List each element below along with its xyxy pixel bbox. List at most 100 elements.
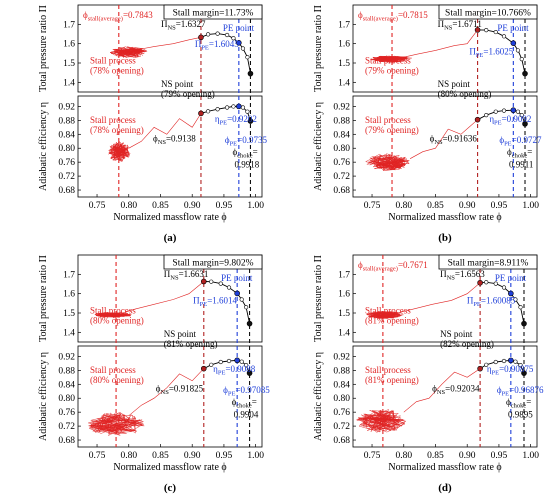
pressure-point-marker [501, 34, 507, 39]
pi-tick-label: 1.5 [338, 59, 350, 69]
pressure-point-marker [522, 70, 528, 77]
efficiency-point-marker [474, 116, 481, 123]
phi-pe-label: ϕPE=0.9735 [225, 135, 268, 148]
eta-tick-label: 0.92 [333, 102, 350, 112]
pressure-point-marker [239, 297, 244, 302]
pressure-point-marker [515, 48, 521, 53]
pressure-point-marker [218, 281, 223, 286]
eta-tick-label: 0.72 [58, 422, 75, 432]
efficiency-plot-frame [77, 95, 263, 198]
eta-tick-label: 0.80 [58, 394, 75, 404]
x-tick-label: 1.00 [522, 451, 539, 461]
eta-axis-label: Adiabatic efficiency η [313, 102, 324, 191]
x-tick-label: 0.90 [184, 201, 201, 211]
pressure-point-marker [209, 279, 214, 284]
eta-tick-label: 0.76 [58, 158, 75, 168]
phi-choke-value: 0.9895 [508, 409, 533, 419]
pressure-point-marker [245, 55, 250, 60]
eta-pe-label: ηPE=0.9088 [213, 364, 256, 377]
pressure-point-marker [240, 46, 246, 51]
pi-pe-label: ΠPE=1.6045 [195, 39, 239, 52]
efficiency-point-marker [493, 109, 498, 114]
efficiency-point-marker [519, 113, 524, 118]
pi-ns-label: ΠNS=1.6631 [164, 269, 209, 282]
pressure-point-marker [493, 281, 498, 286]
pi-axis-label: Total pressure ratio Π [313, 5, 324, 92]
ns-point-label: NS point [164, 329, 197, 339]
pressure-transition-trace [403, 29, 478, 58]
eta-tick-label: 0.80 [58, 144, 75, 154]
stall-process-bottom-label: (81% opening) [365, 375, 419, 385]
eta-tick-label: 0.84 [58, 380, 75, 390]
phi-pe-label: ϕPE=0.97085 [223, 385, 270, 398]
efficiency-point-marker [493, 359, 498, 365]
eta-tick-label: 0.68 [58, 186, 75, 196]
eta-tick-label: 0.84 [58, 130, 75, 140]
x-axis-label: Normalized massflow rate ϕ [113, 212, 226, 223]
pi-ns-label: ΠNS=1.6711 [438, 19, 482, 32]
pressure-point-marker [236, 39, 242, 46]
efficiency-point-marker [225, 105, 230, 110]
pi-tick-label: 1.4 [63, 78, 75, 88]
efficiency-point-marker [501, 358, 507, 364]
x-tick-label: 0.90 [459, 451, 476, 461]
pressure-point-marker [501, 285, 507, 290]
pressure-point-marker [246, 320, 253, 327]
eta-pe-label: ηPE=0.90875 [487, 364, 534, 377]
eta-tick-label: 0.88 [333, 366, 350, 376]
pi-ns-label: ΠNS=1.6563 [440, 269, 485, 282]
eta-axis-label: Adiabatic efficiency η [38, 352, 49, 441]
eta-axis-label: Adiabatic efficiency η [313, 352, 324, 441]
pressure-point-marker [513, 297, 518, 302]
pi-tick-label: 1.4 [63, 328, 75, 338]
eta-tick-label: 0.88 [58, 116, 75, 126]
x-tick-label: 0.95 [491, 201, 508, 211]
efficiency-point-marker [518, 363, 523, 368]
eta-tick-label: 0.72 [333, 422, 350, 432]
stall-margin-box: Stall margin=9.802% [163, 254, 263, 270]
stall-process-top-label: (78% opening) [90, 65, 144, 75]
efficiency-point-marker [522, 121, 528, 127]
efficiency-point-marker [513, 359, 518, 364]
eta-tick-label: 0.68 [333, 436, 350, 446]
stall-process-bottom-label: (80% opening) [90, 375, 144, 385]
phi-choke-label: ϕchoke= [506, 397, 531, 410]
phi-choke-label: ϕchoke= [232, 397, 257, 410]
x-axis-label: Normalized massflow rate ϕ [388, 462, 501, 473]
x-axis-label: Normalized massflow rate ϕ [113, 462, 226, 473]
x-tick-label: 0.85 [152, 451, 169, 461]
phi-choke-value: 0.9918 [234, 159, 259, 169]
pe-point-label: PE point [221, 273, 253, 283]
pi-pe-label: ΠPE=1.6025 [469, 46, 513, 59]
efficiency-point-marker [239, 359, 244, 364]
eta-axis-label: Adiabatic efficiency η [38, 102, 49, 191]
pressure-point-marker [205, 32, 211, 37]
pi-axis-label: Total pressure ratio Π [38, 5, 49, 92]
stall-average-label: ϕstall(average)=0.7843 [83, 10, 153, 23]
eta-tick-label: 0.84 [333, 130, 350, 140]
chart-panel-c: 0.75 0.80 0.85 0.90 0.95 1.00 1.4 1.5 1.6 1.7 0.68… [38, 254, 270, 494]
efficiency-point-marker [205, 109, 211, 114]
efficiency-point-marker [515, 109, 521, 114]
ns-point-label: (82% opening) [440, 339, 494, 349]
stall-margin-frame [438, 254, 538, 270]
stall-margin-label: Stall margin=8.911% [448, 259, 529, 269]
pi-tick-label: 1.6 [338, 290, 350, 300]
stall-process-top-label: (80% opening) [90, 315, 144, 325]
x-tick-label: 0.75 [89, 201, 106, 211]
stall-average-label: ϕstall(average)=0.7815 [358, 10, 428, 23]
phi-ns-label: ϕNS=0.91825 [156, 383, 204, 396]
pressure-point-marker [225, 32, 230, 38]
efficiency-point-marker [234, 357, 240, 364]
pi-tick-label: 1.7 [338, 270, 350, 280]
pi-tick-label: 1.7 [338, 20, 350, 30]
pi-tick-label: 1.7 [63, 20, 75, 30]
pi-axis-label: Total pressure ratio Π [313, 255, 324, 342]
chart-panel-a: 0.75 0.80 0.85 0.90 0.95 1.00 1.4 1.5 1.6 1.7 0.68… [38, 4, 268, 244]
stall-process-top-label: Stall process [90, 55, 136, 65]
x-tick-label: 0.85 [427, 201, 444, 211]
stall-margin-frame [163, 254, 263, 270]
eta-tick-label: 0.76 [58, 408, 75, 418]
efficiency-point-marker [245, 109, 250, 114]
stall-pressure-trace [94, 311, 132, 318]
